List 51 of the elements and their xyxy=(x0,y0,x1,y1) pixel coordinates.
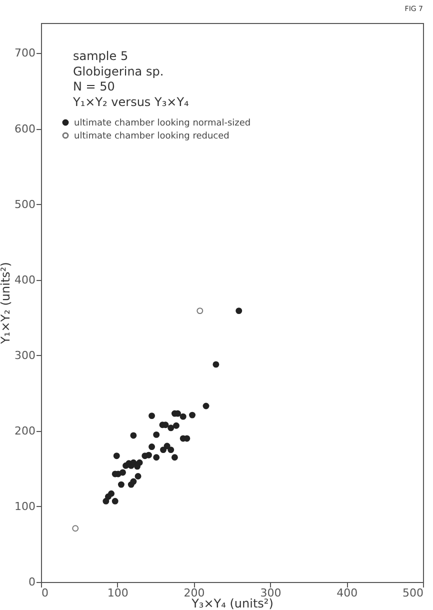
point xyxy=(134,473,142,480)
point xyxy=(164,442,170,450)
point xyxy=(180,413,186,420)
x-tick-label: 400 xyxy=(336,586,358,600)
point xyxy=(112,498,118,504)
x-tick-label: 500 xyxy=(402,586,424,600)
point xyxy=(212,361,220,368)
point xyxy=(236,308,242,314)
y-tick-label: 600 xyxy=(14,122,36,136)
point xyxy=(113,452,120,460)
y-tick-label: 500 xyxy=(14,198,36,211)
point xyxy=(168,424,174,432)
y-tick-label: 400 xyxy=(14,273,36,286)
y-axis-title: Y₁×Y₂ (units²) xyxy=(0,262,13,345)
point xyxy=(172,422,180,429)
point xyxy=(153,454,160,461)
point xyxy=(160,446,166,454)
point xyxy=(130,432,137,439)
y-tick-label: 100 xyxy=(14,500,36,513)
point xyxy=(104,493,112,500)
y-tick-label: 700 xyxy=(14,46,36,60)
y-tick-label: 300 xyxy=(14,348,36,362)
point xyxy=(189,412,196,418)
annotation: sample 5 xyxy=(73,49,128,63)
point xyxy=(72,525,79,532)
annotation: Globigerina sp. xyxy=(73,64,164,78)
x-tick-label: 100 xyxy=(107,586,128,600)
y-tick-label: 200 xyxy=(14,424,36,438)
point xyxy=(196,308,204,314)
point xyxy=(102,498,110,504)
y-tick-label: 0 xyxy=(28,576,36,588)
point xyxy=(148,412,156,420)
x-tick-label: 300 xyxy=(260,586,282,600)
legend-label: ultimate chamber looking normal-sized xyxy=(74,118,251,128)
point xyxy=(130,459,137,466)
x-axis-title: Y₃×Y₄ (units²) xyxy=(190,596,274,610)
point xyxy=(153,431,160,438)
point xyxy=(168,446,174,454)
x-tick-label: 200 xyxy=(184,586,205,600)
point xyxy=(134,463,141,470)
point xyxy=(130,478,137,485)
point xyxy=(118,481,124,488)
point xyxy=(202,402,210,410)
annotation: Y₁×Y₂ versus Y₃×Y₄ xyxy=(72,95,190,109)
point xyxy=(148,444,156,450)
x-tick-label: 0 xyxy=(42,586,48,600)
point xyxy=(145,452,152,458)
annotation: N = 50 xyxy=(73,80,115,94)
point xyxy=(171,454,178,461)
point xyxy=(120,469,126,476)
legend-label: ultimate chamber looking reduced xyxy=(74,132,230,142)
